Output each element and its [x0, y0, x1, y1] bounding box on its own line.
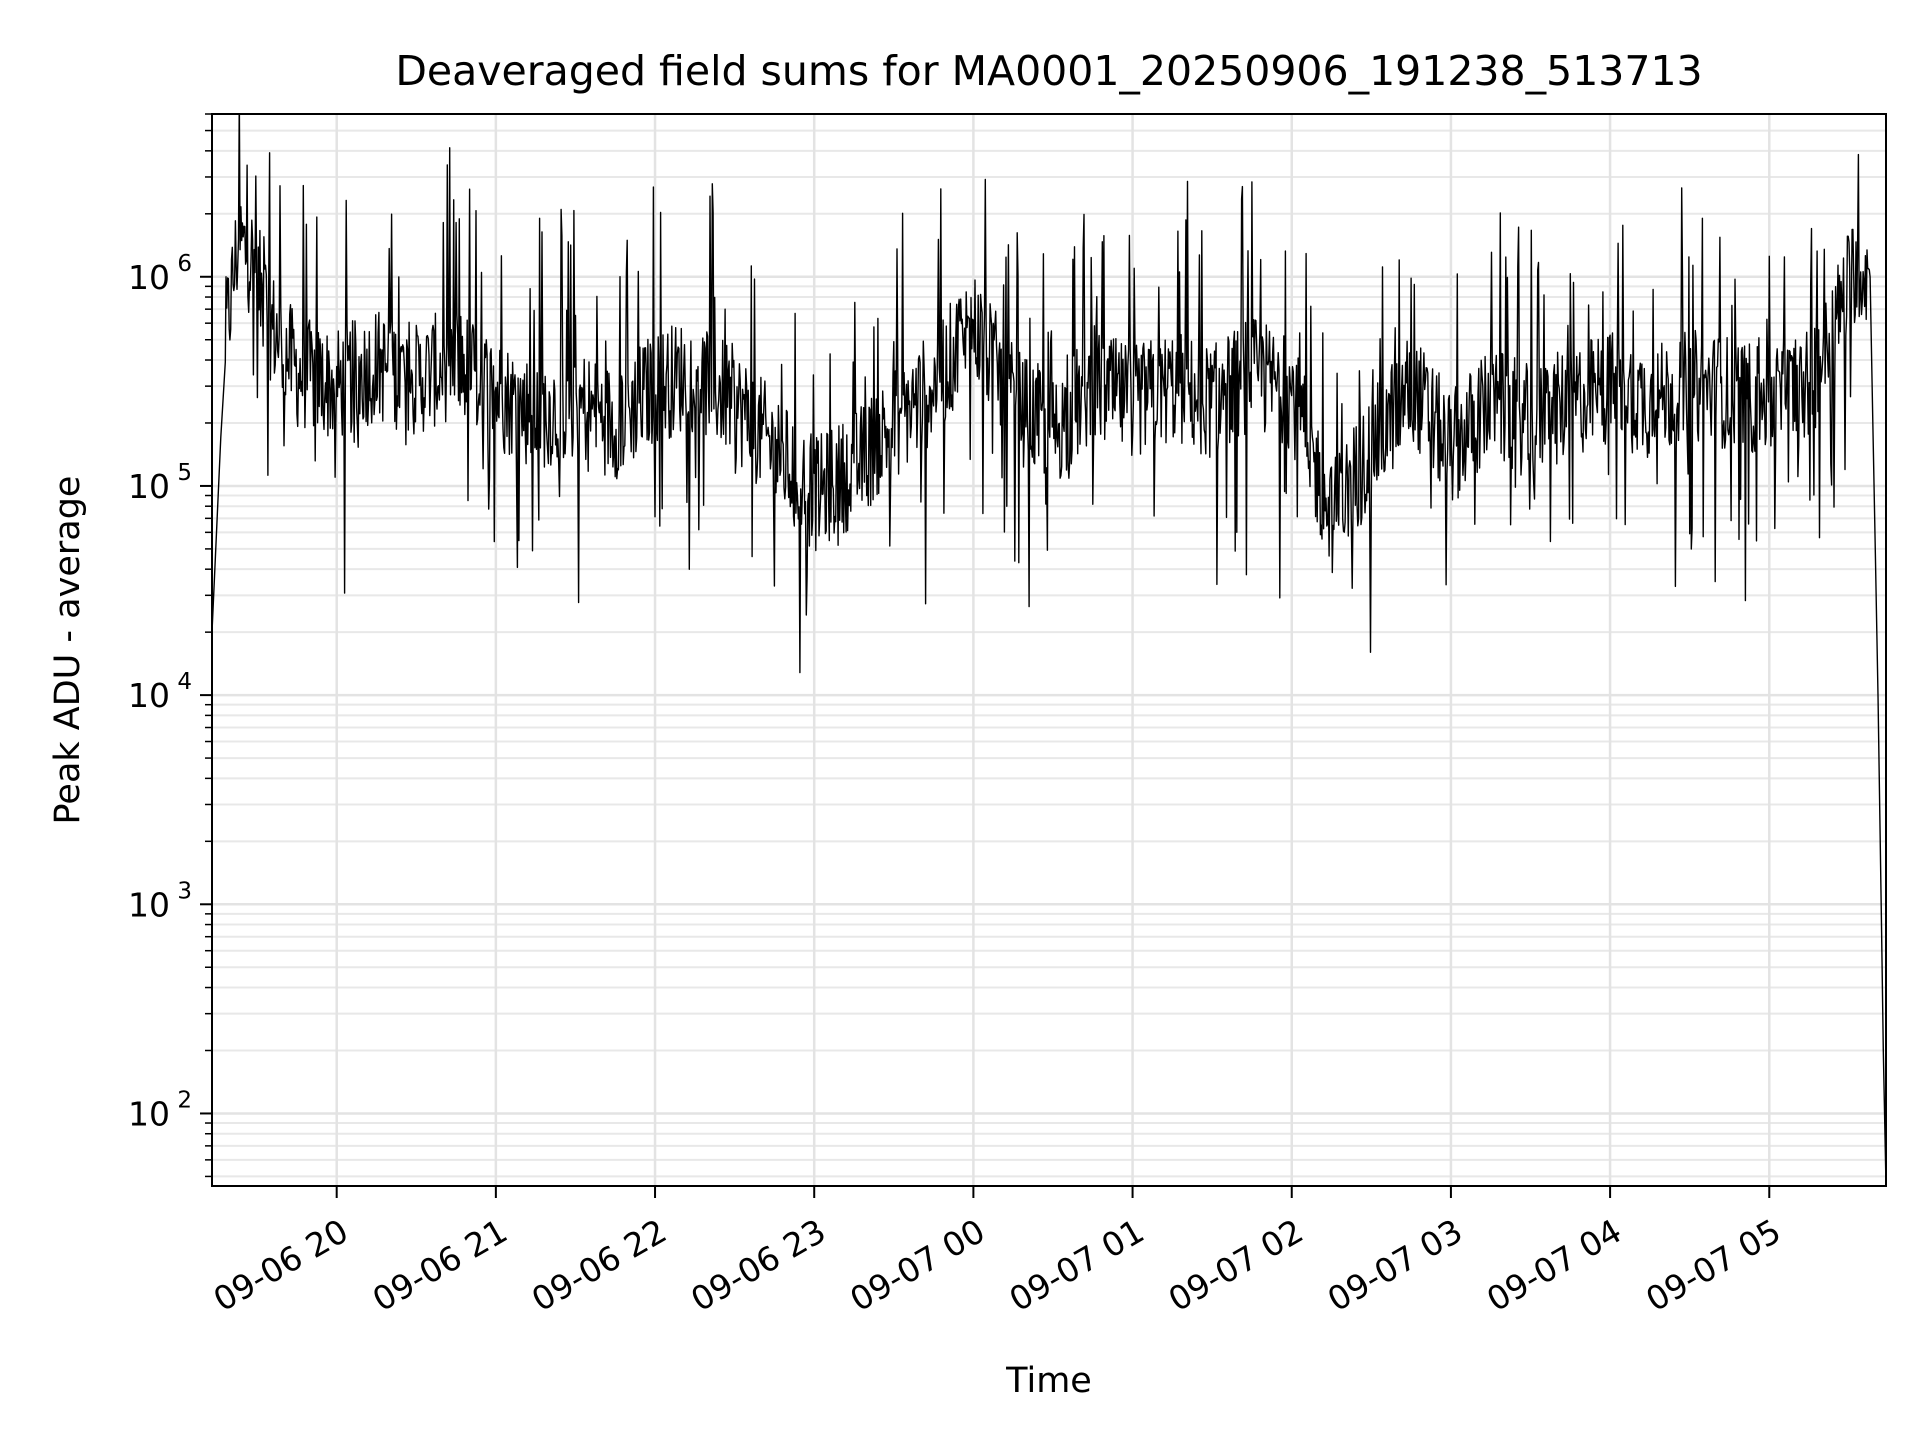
x-tick-label: 09-07 04 — [1480, 1211, 1628, 1319]
y-tick-exponent: 4 — [177, 669, 192, 695]
x-tick-label: 09-06 20 — [207, 1211, 355, 1319]
x-axis-label: Time — [1005, 1361, 1092, 1401]
chart-title: Deaveraged field sums for MA0001_2025090… — [395, 47, 1702, 95]
x-axis: 09-06 20 09-06 21 09-06 22 09-06 23 09-07 00… — [207, 1186, 1787, 1319]
minor-gridlines — [212, 113, 1886, 1178]
x-tick-label: 09-07 05 — [1639, 1211, 1787, 1319]
y-tick-label: 10 — [128, 885, 170, 924]
x-tick-label: 09-06 22 — [525, 1211, 673, 1319]
major-gridlines — [212, 114, 1886, 1186]
y-tick-exponent: 6 — [177, 251, 192, 277]
y-axis-label: Peak ADU - average — [48, 476, 88, 825]
y-tick-exponent: 5 — [177, 460, 192, 486]
plot-frame — [211, 113, 1887, 1187]
series-layer — [212, 114, 1886, 1186]
x-tick-label: 09-07 02 — [1162, 1211, 1310, 1319]
y-tick-label: 10 — [128, 258, 170, 297]
x-tick-label: 09-06 23 — [684, 1211, 832, 1319]
y-tick-label: 10 — [128, 467, 170, 506]
y-tick-exponent: 3 — [177, 878, 192, 904]
series-line — [212, 114, 1886, 1186]
x-tick-label: 09-06 21 — [366, 1211, 514, 1319]
x-tick-label: 09-07 03 — [1321, 1211, 1469, 1319]
y-axis: 10 2 10 3 10 4 10 5 10 6 — [128, 113, 212, 1178]
y-tick-label: 10 — [128, 1094, 170, 1133]
x-tick-label: 09-07 01 — [1003, 1211, 1151, 1319]
y-tick-exponent: 2 — [177, 1087, 192, 1113]
x-tick-label: 09-07 00 — [843, 1211, 991, 1319]
y-tick-label: 10 — [128, 676, 170, 715]
